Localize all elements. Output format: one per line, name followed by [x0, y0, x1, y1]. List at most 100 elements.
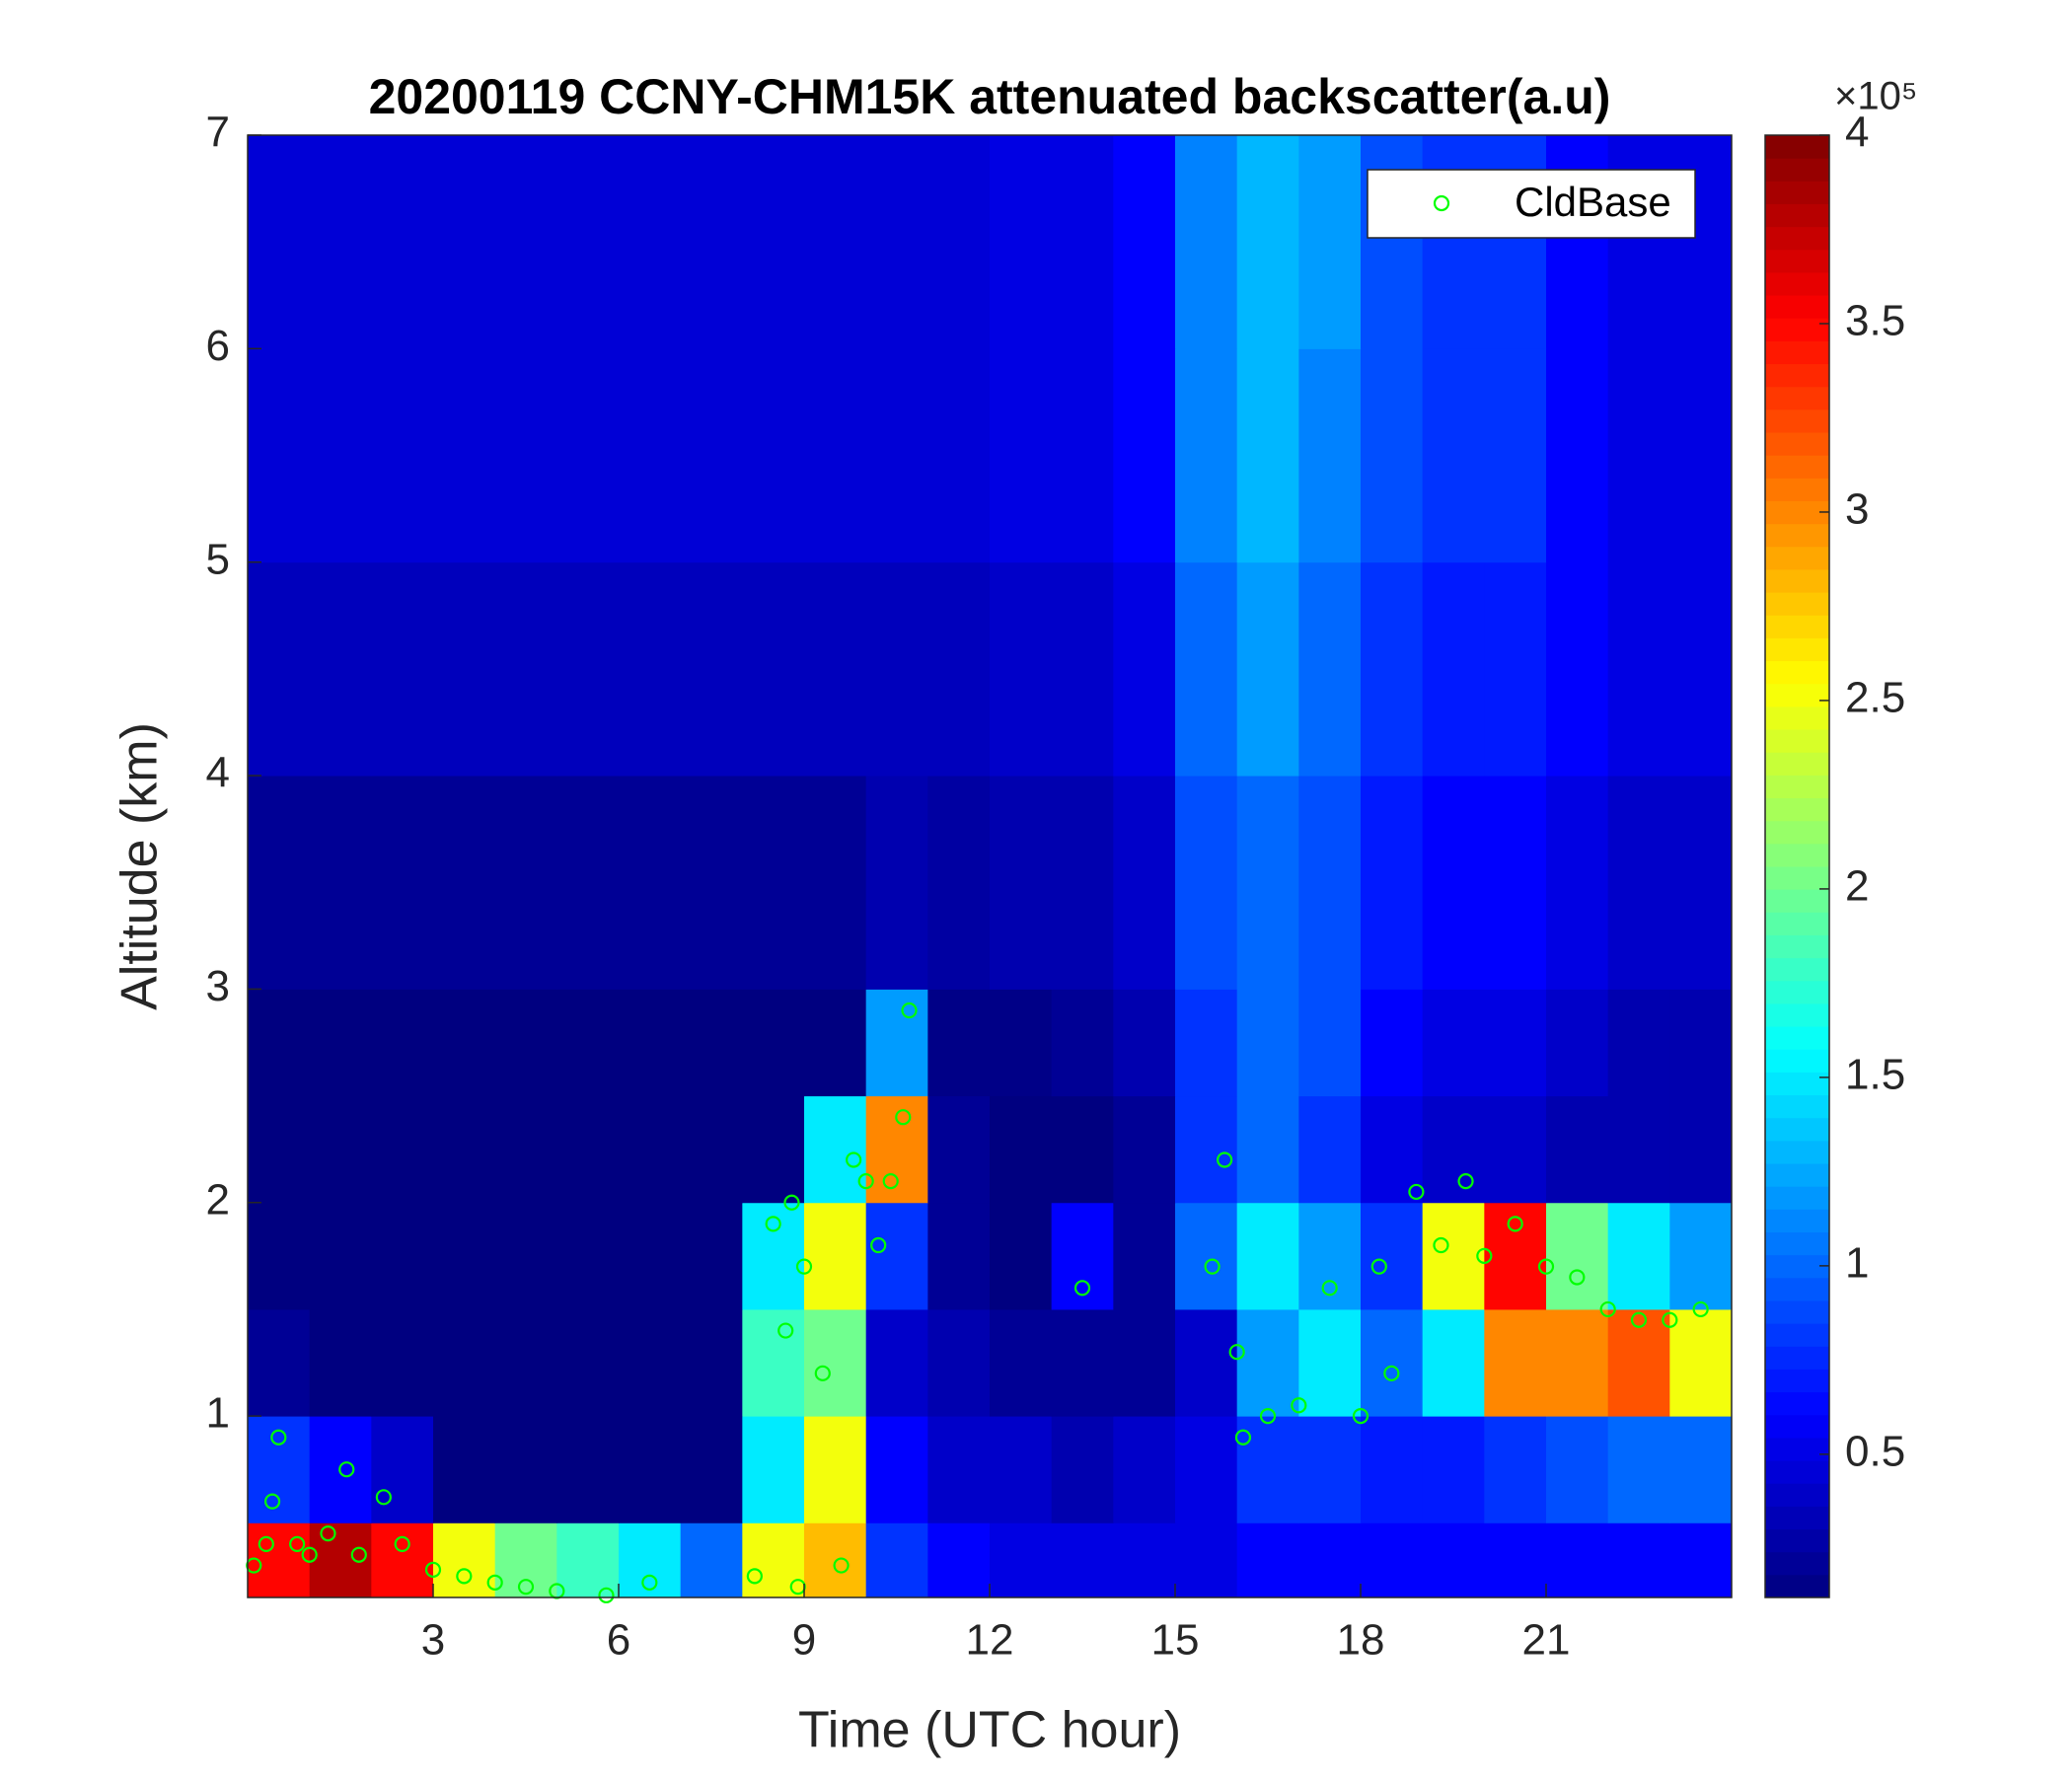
heatmap-cell — [1422, 1416, 1485, 1523]
cloud-base-point — [846, 1151, 862, 1168]
heatmap-cell — [433, 561, 496, 777]
cloud-base-point — [1630, 1311, 1648, 1328]
heatmap-cell — [927, 989, 991, 1097]
heatmap-cell — [1113, 1522, 1176, 1598]
cloud-base-point — [882, 1173, 899, 1190]
colorbar-step — [1765, 866, 1829, 890]
heatmap-cell — [371, 1095, 434, 1204]
colorbar-step — [1765, 271, 1829, 296]
heatmap-cell — [1607, 989, 1670, 1097]
cloud-base-point — [394, 1535, 410, 1553]
heatmap-cell — [1298, 1095, 1362, 1204]
heatmap-cell — [742, 1202, 805, 1310]
colorbar-step — [1765, 478, 1829, 501]
heatmap-cell — [865, 1202, 928, 1310]
heatmap-cell — [309, 1095, 372, 1204]
heatmap-cell — [433, 1522, 496, 1598]
heatmap-cell — [1051, 1202, 1114, 1310]
colorbar-step — [1765, 203, 1829, 228]
colorbar-step — [1765, 181, 1829, 204]
heatmap-cell — [680, 1416, 743, 1523]
colorbar-step — [1765, 1186, 1829, 1210]
heatmap-cell — [309, 135, 372, 349]
heatmap-cell — [248, 135, 311, 349]
heatmap-cell — [1607, 1416, 1670, 1523]
heatmap-cell — [990, 776, 1053, 990]
heatmap-cell — [494, 1095, 557, 1204]
heatmap-cell — [742, 776, 805, 990]
heatmap-cell — [1175, 1416, 1238, 1523]
heatmap-cell — [1236, 1202, 1299, 1310]
heatmap-cell — [1361, 1416, 1424, 1523]
colorbar-step — [1765, 455, 1829, 479]
heatmap-cell — [1669, 776, 1733, 990]
heatmap-cell — [990, 1202, 1053, 1310]
heatmap-cell — [1051, 348, 1114, 563]
colorbar-step — [1765, 705, 1829, 730]
heatmap-cell — [742, 348, 805, 563]
colorbar-step — [1765, 1414, 1829, 1439]
heatmap-cell — [1175, 561, 1238, 777]
heatmap-cell — [309, 1202, 372, 1310]
colorbar-step — [1765, 843, 1829, 867]
heatmap-cell — [1298, 1308, 1362, 1417]
heatmap-cell — [865, 561, 928, 777]
heatmap-cell — [248, 1202, 311, 1310]
heatmap-cell — [990, 561, 1053, 777]
heatmap-cell — [1175, 135, 1238, 349]
heatmap-cell — [865, 776, 928, 990]
heatmap-cell — [990, 1522, 1053, 1598]
colorbar-step — [1765, 1094, 1829, 1119]
heatmap-cell — [1236, 348, 1299, 563]
legend-label: CldBase — [1515, 179, 1671, 225]
cloud-base-point — [1537, 1258, 1555, 1275]
heatmap-cell — [804, 776, 867, 990]
heatmap-cell — [1113, 561, 1176, 777]
heatmap-cell — [433, 135, 496, 349]
y-tick-label: 2 — [206, 1175, 230, 1224]
cloud-base-point — [424, 1561, 442, 1578]
heatmap-cell — [556, 1522, 620, 1598]
x-tick-label: 12 — [966, 1616, 1014, 1665]
heatmap-cell — [1298, 1416, 1362, 1523]
heatmap-cell — [865, 348, 928, 563]
colorbar-step — [1765, 752, 1829, 776]
heatmap-cell — [619, 561, 682, 777]
heatmap-cell — [1236, 1416, 1299, 1523]
legend-box — [1367, 169, 1696, 239]
heatmap-cell — [1051, 776, 1114, 990]
heatmap-cell — [1484, 348, 1547, 563]
heatmap-cell — [1422, 1522, 1485, 1598]
colorbar-tick-label: 2.5 — [1845, 674, 1905, 722]
heatmap-cell — [990, 1095, 1053, 1204]
heatmap-cell — [309, 348, 372, 563]
heatmap-cell — [1361, 1202, 1424, 1310]
heatmap-cell — [1422, 1308, 1485, 1417]
cloud-base-point — [1476, 1247, 1493, 1264]
cloud-base-point — [598, 1587, 615, 1603]
heatmap-cell — [1298, 135, 1362, 349]
colorbar-step — [1765, 797, 1829, 822]
heatmap-cell — [1361, 1308, 1424, 1417]
cloud-base-point — [1259, 1408, 1277, 1425]
heatmap-cell — [990, 1308, 1053, 1417]
heatmap-cell — [494, 1522, 557, 1598]
heatmap-cell — [1484, 1095, 1547, 1204]
heatmap-cell — [1607, 348, 1670, 563]
heatmap-cell — [1236, 776, 1299, 990]
heatmap-cell — [371, 1308, 434, 1417]
colorbar-step — [1765, 775, 1829, 799]
colorbar-step — [1765, 729, 1829, 753]
heatmap-cell — [1607, 1095, 1670, 1204]
heatmap-cell — [1669, 1522, 1733, 1598]
colorbar-step — [1765, 912, 1829, 935]
cloud-base-point — [1662, 1311, 1678, 1328]
heatmap-cell — [1546, 1095, 1609, 1204]
heatmap-cell — [371, 135, 434, 349]
heatmap-cell — [619, 776, 682, 990]
heatmap-cell — [1175, 776, 1238, 990]
heatmap-cell — [433, 348, 496, 563]
heatmap-cell — [1484, 1416, 1547, 1523]
heatmap-cell — [248, 348, 311, 563]
